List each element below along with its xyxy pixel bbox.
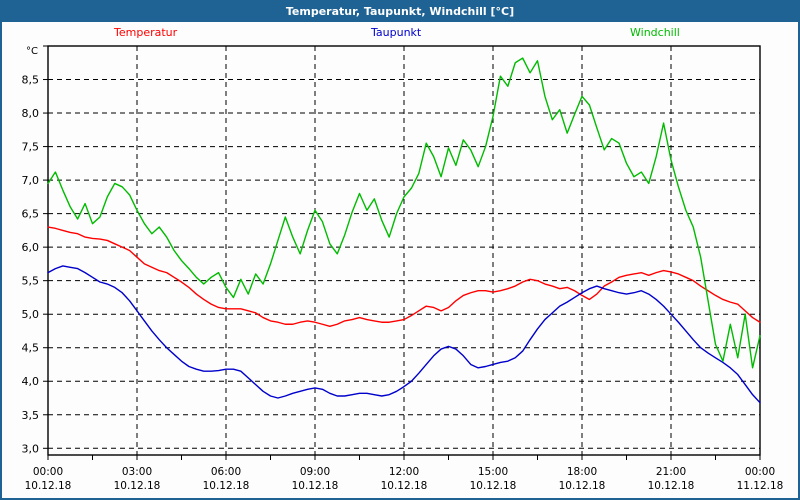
x-axis-time-label: 00:00 [745, 466, 775, 478]
y-axis-tick-label: 6,5 [22, 208, 40, 221]
x-axis-date-label: 10.12.18 [203, 480, 250, 492]
legend-item-taupunkt: Taupunkt [371, 26, 422, 39]
window-title: Temperatur, Taupunkt, Windchill [°C] [2, 2, 798, 22]
legend-item-temperatur: Temperatur [114, 26, 178, 39]
x-axis-date-label: 10.12.18 [470, 480, 517, 492]
x-axis-date-label: 10.12.18 [25, 480, 72, 492]
y-axis-tick-label: 5,5 [22, 275, 40, 288]
x-axis-date-label: 11.12.18 [737, 480, 784, 492]
series-line-taupunkt [47, 265, 761, 404]
y-axis-tick-label: 4,0 [22, 375, 40, 388]
series-line-windchill [47, 57, 761, 369]
x-axis-time-label: 06:00 [211, 466, 241, 478]
y-axis-tick-label: 7,0 [22, 174, 40, 187]
x-axis-date-label: 10.12.18 [381, 480, 428, 492]
x-axis-date-label: 10.12.18 [292, 480, 339, 492]
x-axis-date-label: 10.12.18 [648, 480, 695, 492]
chart-legend: Temperatur Taupunkt Windchill [2, 26, 798, 41]
x-axis-time-label: 09:00 [300, 466, 330, 478]
gridlines [48, 45, 760, 455]
y-axis-tick-label: 4,5 [22, 342, 40, 355]
y-axis-tick-label: 3,0 [22, 442, 40, 455]
x-axis-time-label: 03:00 [122, 466, 152, 478]
y-axis-tick-label: 8,5 [22, 74, 40, 87]
y-axis-tick-label: 5,0 [22, 308, 40, 321]
y-axis-tick-label: 8,0 [22, 107, 40, 120]
series-line-temperatur [47, 226, 761, 327]
data-series [47, 57, 761, 404]
x-axis-date-label: 10.12.18 [559, 480, 606, 492]
y-axis-unit-label: °C [26, 46, 38, 57]
y-axis-tick-label: 7,5 [22, 141, 40, 154]
x-axis-time-label: 18:00 [567, 466, 597, 478]
y-axis-tick-label: 6,0 [22, 241, 40, 254]
y-axis-tick-label: 3,5 [22, 409, 40, 422]
x-axis-time-label: 00:00 [33, 466, 63, 478]
x-axis-labels: 00:00 10.12.18 03:00 10.12.18 06:00 10.12.18 0… [25, 466, 784, 492]
x-axis-time-label: 21:00 [656, 466, 686, 478]
legend-item-windchill: Windchill [630, 26, 680, 39]
x-axis-date-label: 10.12.18 [114, 480, 161, 492]
x-axis-time-label: 12:00 [389, 466, 419, 478]
y-axis-labels: 3,0 3,5 4,0 4,5 5,0 5,5 6,0 6,5 7,0 7,5 8,0 8,5 [22, 74, 40, 456]
axis-ticks [43, 45, 761, 460]
x-axis-time-label: 15:00 [478, 466, 508, 478]
